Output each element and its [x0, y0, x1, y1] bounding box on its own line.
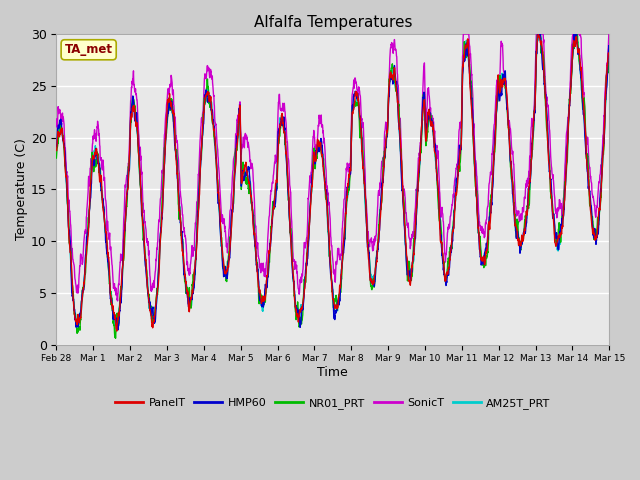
Legend: PanelT, HMP60, NR01_PRT, SonicT, AM25T_PRT: PanelT, HMP60, NR01_PRT, SonicT, AM25T_P…: [111, 394, 555, 414]
X-axis label: Time: Time: [317, 366, 348, 379]
Text: TA_met: TA_met: [65, 43, 113, 56]
Title: Alfalfa Temperatures: Alfalfa Temperatures: [253, 15, 412, 30]
Y-axis label: Temperature (C): Temperature (C): [15, 138, 28, 240]
